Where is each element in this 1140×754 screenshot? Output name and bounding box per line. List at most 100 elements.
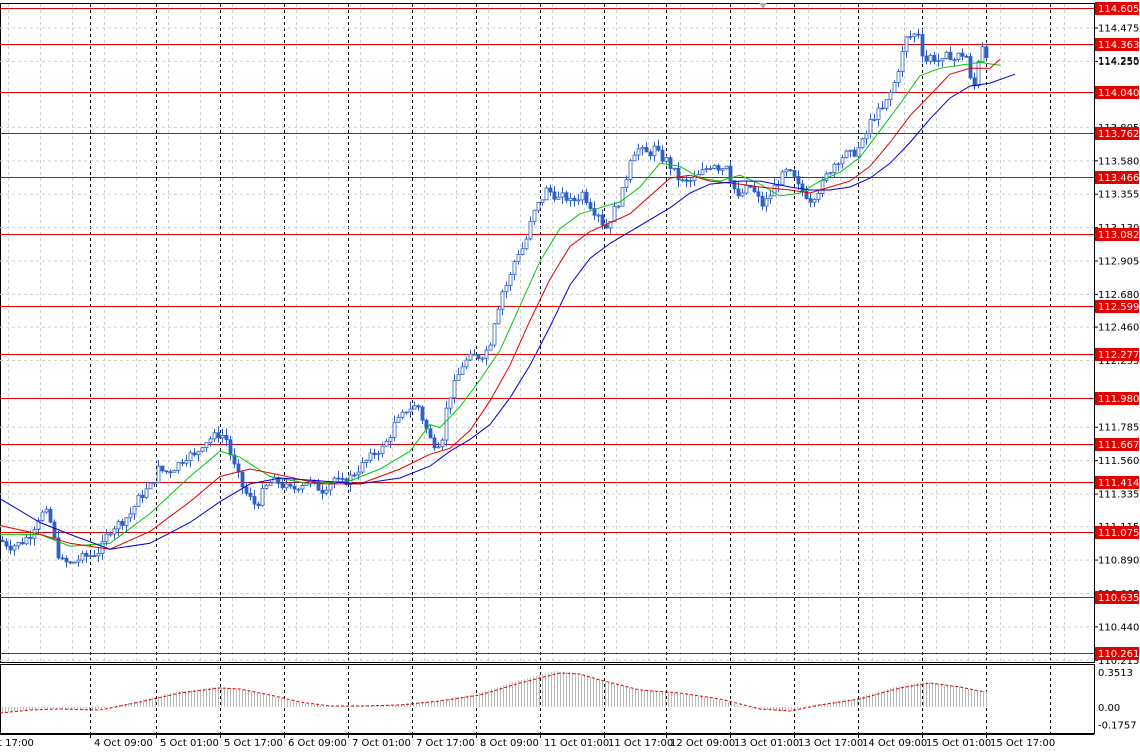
candle-body bbox=[0, 539, 5, 542]
candle-body bbox=[36, 520, 41, 530]
candle-body bbox=[156, 465, 161, 484]
candle-body bbox=[504, 284, 509, 293]
candle-body bbox=[328, 482, 333, 491]
oscillator-signal-line[interactable] bbox=[0, 672, 986, 714]
candle-body bbox=[668, 157, 673, 169]
candle-body bbox=[4, 541, 9, 547]
level-price-tag bbox=[1095, 86, 1139, 99]
moving-average-line[interactable] bbox=[0, 59, 1001, 550]
candle-body bbox=[184, 460, 189, 464]
candle-body bbox=[604, 224, 609, 229]
candle-body bbox=[644, 147, 649, 153]
level-price-label: 114.363 bbox=[1098, 40, 1139, 51]
level-price-label: 111.667 bbox=[1098, 440, 1139, 451]
candle-body bbox=[536, 202, 541, 211]
candle-body bbox=[820, 180, 825, 194]
candle-body bbox=[896, 71, 901, 83]
candle-body bbox=[984, 46, 989, 59]
candle-body bbox=[28, 536, 33, 539]
oscillator-tick-label: -0.1757 bbox=[1098, 721, 1137, 732]
candle-body bbox=[620, 187, 625, 207]
level-price-label: 111.414 bbox=[1098, 478, 1139, 489]
candle-body bbox=[964, 55, 969, 58]
candle-body bbox=[692, 176, 697, 181]
candle-body bbox=[908, 36, 913, 38]
candle-body bbox=[720, 168, 725, 171]
candle-body bbox=[68, 561, 73, 564]
candle-body bbox=[800, 183, 805, 192]
candle-body bbox=[680, 179, 685, 182]
candle-body bbox=[164, 470, 169, 473]
level-price-label: 110.261 bbox=[1098, 649, 1139, 660]
level-price-label: 113.082 bbox=[1098, 230, 1139, 241]
candle-body bbox=[608, 221, 613, 229]
candle-body bbox=[296, 488, 301, 491]
candle-body bbox=[784, 169, 789, 173]
candle-body bbox=[400, 411, 405, 418]
candle-body bbox=[940, 58, 945, 62]
candle-body bbox=[244, 486, 249, 494]
candle-body bbox=[852, 149, 857, 157]
candle-body bbox=[736, 188, 741, 197]
candle-body bbox=[960, 52, 965, 57]
candle-body bbox=[132, 506, 137, 515]
candle-body bbox=[260, 488, 265, 507]
level-price-label: 112.277 bbox=[1098, 350, 1139, 361]
candle-body bbox=[632, 154, 637, 162]
candle-body bbox=[836, 163, 841, 166]
candle-body bbox=[116, 521, 121, 530]
candle-body bbox=[592, 208, 597, 216]
candle-body bbox=[716, 165, 721, 171]
candle-body bbox=[364, 459, 369, 463]
candle-body bbox=[44, 508, 49, 513]
candle-body bbox=[188, 452, 193, 461]
candle-body bbox=[12, 545, 17, 551]
candle-body bbox=[888, 91, 893, 101]
level-price-tag bbox=[1095, 647, 1139, 660]
candle-body bbox=[388, 437, 393, 442]
level-price-tag bbox=[1095, 348, 1139, 361]
price-tick-label: 114.250 bbox=[1098, 57, 1139, 68]
candle-body bbox=[760, 195, 765, 207]
candle-body bbox=[84, 553, 89, 557]
candle-body bbox=[380, 445, 385, 454]
moving-average-line[interactable] bbox=[0, 61, 1001, 547]
price-tick-label: 113.355 bbox=[1098, 190, 1139, 201]
candle-body bbox=[520, 248, 525, 255]
candle-body bbox=[324, 489, 329, 494]
candle-body bbox=[20, 542, 25, 545]
candle-body bbox=[764, 198, 769, 207]
candle-body bbox=[740, 192, 745, 197]
level-price-label: 111.980 bbox=[1098, 394, 1139, 405]
candle-body bbox=[808, 198, 813, 203]
candle-body bbox=[968, 56, 973, 79]
candle-body bbox=[8, 545, 13, 551]
moving-average-line[interactable] bbox=[0, 73, 1016, 550]
price-tick-label: 112.460 bbox=[1098, 323, 1139, 334]
candle-body bbox=[840, 157, 845, 165]
candle-body bbox=[904, 36, 909, 53]
candle-body bbox=[864, 133, 869, 140]
candle-body bbox=[756, 191, 761, 197]
candle-body bbox=[700, 169, 705, 175]
candle-body bbox=[316, 481, 321, 491]
candle-body bbox=[152, 482, 157, 485]
candle-body bbox=[944, 51, 949, 59]
level-price-tag bbox=[1095, 438, 1139, 451]
candle-body bbox=[952, 59, 957, 62]
time-label: 15 Oct 01:00 bbox=[926, 738, 991, 749]
candle-body bbox=[232, 454, 237, 465]
shift-marker-icon[interactable] bbox=[759, 3, 767, 9]
time-label: 13 Oct 01:00 bbox=[734, 738, 799, 749]
candle-body bbox=[828, 172, 833, 175]
candle-body bbox=[452, 380, 457, 399]
candle-body bbox=[672, 167, 677, 170]
candle-body bbox=[280, 482, 285, 489]
candle-body bbox=[844, 150, 849, 159]
candle-body bbox=[240, 471, 245, 488]
candle-body bbox=[460, 366, 465, 375]
candle-body bbox=[284, 483, 289, 489]
candle-body bbox=[80, 553, 85, 561]
candle-body bbox=[288, 483, 293, 487]
